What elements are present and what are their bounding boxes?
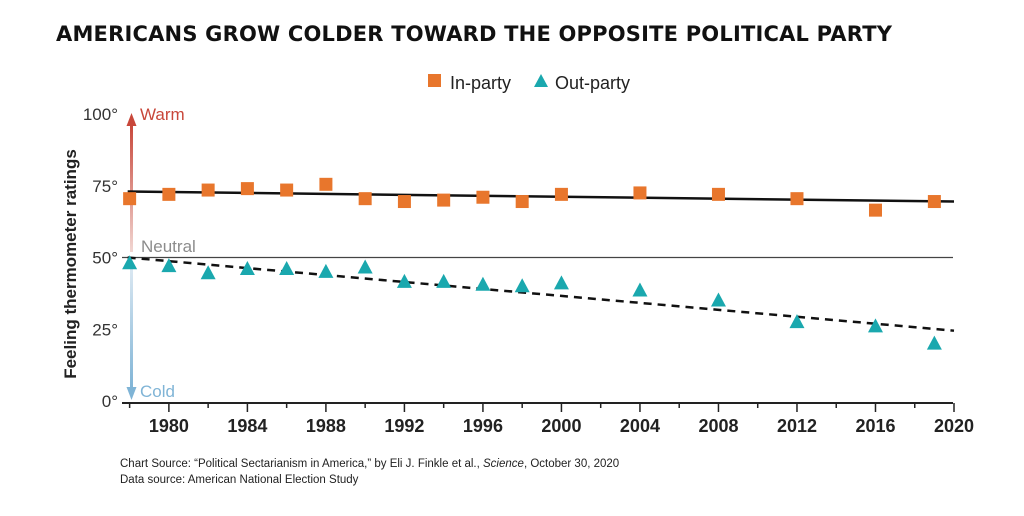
out-party-point — [789, 314, 805, 329]
data-markers — [122, 177, 942, 350]
in-party-point — [711, 187, 725, 201]
y-tick-label: 0° — [102, 392, 118, 411]
x-tick-label: 1992 — [384, 416, 424, 436]
out-party-trend-line — [127, 256, 955, 332]
warm-annotation: Warm — [140, 105, 185, 124]
out-party-point — [553, 275, 569, 290]
legend-in-party-label: In-party — [450, 73, 511, 93]
y-axis-ticks: 0° 25° 50° 75° 100° — [83, 105, 118, 411]
out-party-point — [279, 260, 295, 275]
out-party-point — [200, 265, 216, 280]
neutral-annotation: Neutral — [141, 237, 196, 256]
in-party-point — [515, 195, 529, 209]
out-party-point — [867, 318, 883, 333]
in-party-point — [397, 195, 411, 209]
out-party-point — [357, 259, 373, 274]
x-tick-label: 2008 — [698, 416, 738, 436]
out-party-point — [436, 273, 452, 288]
in-party-point — [280, 183, 294, 197]
cold-annotation: Cold — [140, 382, 175, 401]
out-party-point — [632, 282, 648, 297]
in-party-point — [240, 182, 254, 196]
data-source-note: Data source: American National Election … — [120, 474, 359, 486]
x-tick-label: 2000 — [541, 416, 581, 436]
x-axis-ticks: 1980 1984 1988 1992 1996 2000 2004 2008 2012 2016… — [128, 403, 974, 436]
x-tick-label: 2012 — [777, 416, 817, 436]
chart-source-note: Chart Source: “Political Sectarianism in… — [120, 458, 619, 470]
in-party-point — [790, 192, 804, 206]
y-axis-title: Feeling thermometer ratings — [61, 149, 80, 379]
in-party-point — [633, 186, 647, 200]
x-tick-label: 1988 — [306, 416, 346, 436]
out-party-point — [475, 276, 491, 291]
out-party-point — [239, 260, 255, 275]
legend-in-party-marker-icon — [428, 74, 441, 87]
in-party-point — [201, 183, 215, 197]
legend-out-party-label: Out-party — [555, 73, 630, 93]
in-party-point — [868, 203, 882, 217]
out-party-point — [396, 273, 412, 288]
in-party-point — [319, 177, 333, 191]
y-tick-label: 50° — [92, 249, 118, 268]
source-prefix: Chart Source: “Political Sectarianism in… — [120, 458, 484, 470]
x-tick-label: 1980 — [149, 416, 189, 436]
legend-out-party-marker-icon — [534, 74, 548, 87]
x-tick-label: 2004 — [620, 416, 660, 436]
x-tick-label: 2016 — [855, 416, 895, 436]
x-tick-label: 2020 — [934, 416, 974, 436]
cold-arrow — [126, 262, 137, 400]
in-party-point — [358, 192, 372, 206]
x-tick-label: 1984 — [227, 416, 267, 436]
in-party-point — [554, 187, 568, 201]
in-party-point — [927, 195, 941, 209]
in-party-point — [476, 190, 490, 204]
y-tick-label: 75° — [92, 177, 118, 196]
out-party-point — [514, 278, 530, 293]
in-party-point — [437, 193, 451, 207]
source-suffix: , October 30, 2020 — [523, 458, 620, 470]
chart-title: AMERICANS GROW COLDER TOWARD THE OPPOSIT… — [56, 22, 893, 46]
out-party-point — [318, 263, 334, 278]
out-party-point — [710, 292, 726, 307]
x-tick-label: 1996 — [463, 416, 503, 436]
out-party-point — [122, 255, 138, 270]
warm-arrow — [126, 113, 137, 252]
trend-lines — [127, 190, 955, 332]
y-tick-label: 25° — [92, 320, 118, 339]
in-party-trend-line — [127, 190, 955, 203]
legend: In-party Out-party — [428, 73, 630, 93]
in-party-point — [162, 187, 176, 201]
source-journal: Science — [483, 458, 524, 470]
out-party-point — [926, 335, 942, 350]
y-tick-label: 100° — [83, 105, 118, 124]
out-party-point — [161, 258, 177, 273]
in-party-point — [123, 192, 137, 206]
